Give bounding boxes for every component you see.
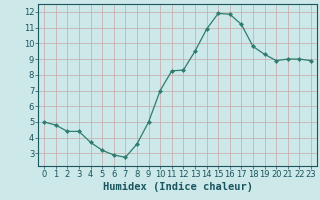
X-axis label: Humidex (Indice chaleur): Humidex (Indice chaleur) [103,182,252,192]
